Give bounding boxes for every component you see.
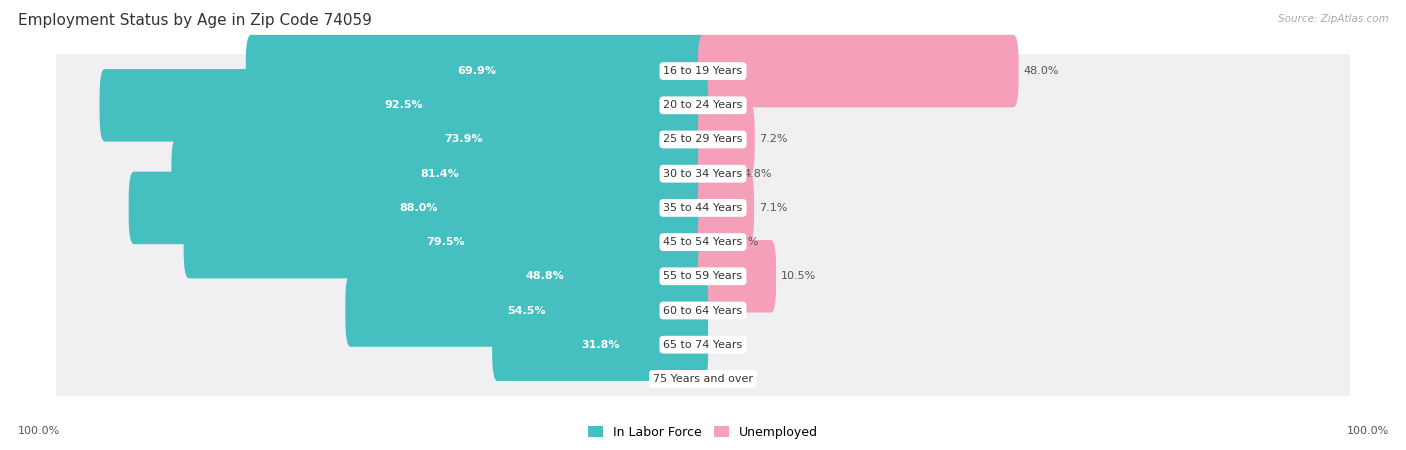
FancyBboxPatch shape <box>48 17 1358 125</box>
FancyBboxPatch shape <box>48 154 1358 262</box>
Legend: In Labor Force, Unemployed: In Labor Force, Unemployed <box>583 421 823 444</box>
FancyBboxPatch shape <box>697 103 755 176</box>
Text: 100.0%: 100.0% <box>18 427 60 436</box>
FancyBboxPatch shape <box>48 291 1358 399</box>
Text: 16 to 19 Years: 16 to 19 Years <box>664 66 742 76</box>
FancyBboxPatch shape <box>100 69 709 142</box>
FancyBboxPatch shape <box>48 188 1358 296</box>
FancyBboxPatch shape <box>382 240 709 313</box>
FancyBboxPatch shape <box>48 51 1358 159</box>
Text: 48.8%: 48.8% <box>526 271 565 281</box>
FancyBboxPatch shape <box>184 206 709 279</box>
FancyBboxPatch shape <box>219 103 709 176</box>
Text: 20 to 24 Years: 20 to 24 Years <box>664 100 742 110</box>
Text: 79.5%: 79.5% <box>426 237 465 247</box>
Text: 55 to 59 Years: 55 to 59 Years <box>664 271 742 281</box>
Text: 45 to 54 Years: 45 to 54 Years <box>664 237 742 247</box>
Text: 54.5%: 54.5% <box>508 306 546 315</box>
FancyBboxPatch shape <box>346 274 709 347</box>
FancyBboxPatch shape <box>246 35 709 108</box>
FancyBboxPatch shape <box>492 308 709 381</box>
FancyBboxPatch shape <box>48 86 1358 194</box>
Text: 65 to 74 Years: 65 to 74 Years <box>664 340 742 350</box>
FancyBboxPatch shape <box>697 171 754 244</box>
FancyBboxPatch shape <box>697 35 1018 108</box>
Text: 35 to 44 Years: 35 to 44 Years <box>664 203 742 213</box>
Text: 88.0%: 88.0% <box>399 203 437 213</box>
Text: 100.0%: 100.0% <box>1347 427 1389 436</box>
Text: 0.0%: 0.0% <box>713 306 741 315</box>
FancyBboxPatch shape <box>48 120 1358 228</box>
Text: 0.0%: 0.0% <box>665 374 693 384</box>
Text: Employment Status by Age in Zip Code 74059: Employment Status by Age in Zip Code 740… <box>18 14 373 28</box>
Text: 4.8%: 4.8% <box>744 169 772 179</box>
FancyBboxPatch shape <box>48 256 1358 365</box>
FancyBboxPatch shape <box>48 325 1358 433</box>
Text: 92.5%: 92.5% <box>385 100 423 110</box>
Text: 48.0%: 48.0% <box>1024 66 1059 76</box>
FancyBboxPatch shape <box>697 137 740 210</box>
Text: 25 to 29 Years: 25 to 29 Years <box>664 135 742 144</box>
Text: 0.0%: 0.0% <box>713 340 741 350</box>
FancyBboxPatch shape <box>172 137 709 210</box>
FancyBboxPatch shape <box>129 171 709 244</box>
Text: 31.8%: 31.8% <box>581 340 620 350</box>
FancyBboxPatch shape <box>697 240 776 313</box>
Text: 7.1%: 7.1% <box>759 203 787 213</box>
Text: 10.5%: 10.5% <box>780 271 815 281</box>
FancyBboxPatch shape <box>697 206 725 279</box>
Text: 81.4%: 81.4% <box>420 169 460 179</box>
Text: 60 to 64 Years: 60 to 64 Years <box>664 306 742 315</box>
Text: 2.7%: 2.7% <box>730 237 759 247</box>
Text: 0.0%: 0.0% <box>713 374 741 384</box>
Text: 69.9%: 69.9% <box>457 66 496 76</box>
Text: 0.0%: 0.0% <box>713 100 741 110</box>
FancyBboxPatch shape <box>48 222 1358 330</box>
Text: 73.9%: 73.9% <box>444 135 484 144</box>
Text: 7.2%: 7.2% <box>759 135 787 144</box>
Text: 30 to 34 Years: 30 to 34 Years <box>664 169 742 179</box>
Text: Source: ZipAtlas.com: Source: ZipAtlas.com <box>1278 14 1389 23</box>
Text: 75 Years and over: 75 Years and over <box>652 374 754 384</box>
